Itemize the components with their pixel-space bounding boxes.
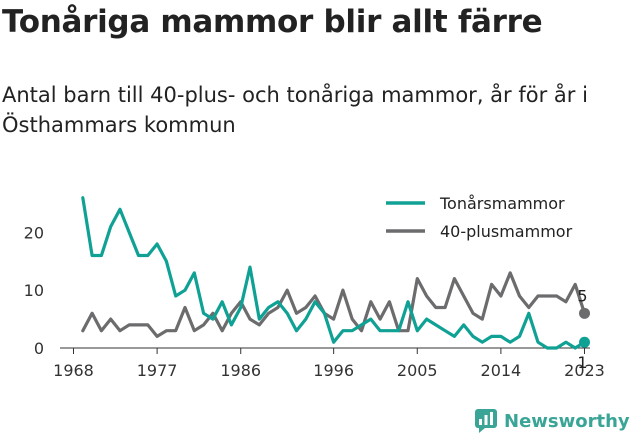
x-ticks: 1968 1977 1986 1996 2005 2014 2023 <box>53 348 605 380</box>
y-tick-label: 10 <box>24 281 44 300</box>
end-label: 5 <box>577 286 587 305</box>
x-tick-label: 1986 <box>220 361 261 380</box>
legend: Tonårsmammor 40-plusmammor <box>386 194 573 241</box>
end-points: 15 <box>577 286 590 372</box>
x-tick-label: 2023 <box>564 361 605 380</box>
x-tick-label: 2014 <box>481 361 522 380</box>
x-tick-label: 1996 <box>313 361 354 380</box>
y-ticks: 0 10 20 <box>24 223 44 358</box>
end-point-40-plusmammor <box>579 307 590 319</box>
x-tick-label: 2005 <box>397 361 438 380</box>
legend-label: 40-plusmammor <box>440 222 573 241</box>
brand-name: Newsworthy <box>504 410 630 432</box>
newsworthy-logo: Newsworthy <box>474 408 630 434</box>
x-tick-label: 1968 <box>53 361 94 380</box>
series-line-tonarsmammor <box>81 196 587 350</box>
x-tick-label: 1977 <box>137 361 178 380</box>
newsworthy-icon <box>475 409 497 433</box>
end-point-tonarsmammor <box>579 336 590 348</box>
y-tick-label: 20 <box>24 223 44 242</box>
legend-label: Tonårsmammor <box>439 194 565 213</box>
series-lines <box>81 196 587 350</box>
series-line-40-plusmammor <box>81 271 587 338</box>
y-tick-label: 0 <box>34 339 44 358</box>
chart-subtitle: Antal barn till 40-plus- och tonåriga ma… <box>2 83 588 137</box>
chart-title: Tonåriga mammor blir allt färre <box>2 4 543 40</box>
end-label: 1 <box>577 353 587 372</box>
